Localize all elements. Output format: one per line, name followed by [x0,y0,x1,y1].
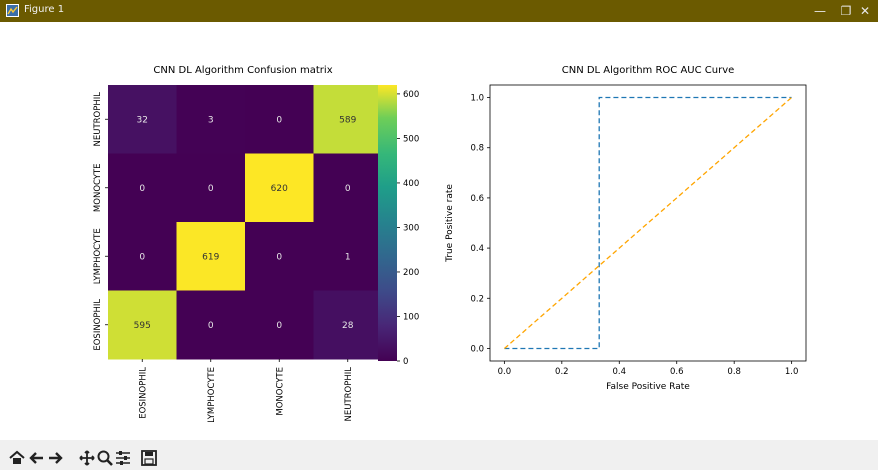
heatmap-y-tick-label: NEUTROPHIL [93,92,103,147]
zoom-icon[interactable] [96,449,114,467]
figure-canvas: CNN DL Algorithm Confusion matrix 32 3 0 58… [0,22,878,440]
forward-arrow-icon[interactable] [46,449,64,467]
colorbar-tick-label: 300 [403,223,419,233]
title-bar: Figure 1 — ❐ ✕ [0,0,878,22]
heatmap-y-tick-labels: NEUTROPHIL MONOCYTE LYMPHOCYTE EOSINOPHIL [93,92,108,351]
heatmap-cell [176,222,246,291]
heatmap-x-tick-label: MONOCYTE [275,367,285,416]
roc-y-axis-label: True Positive rate [445,184,455,263]
navigation-toolbar [0,447,878,470]
heatmap-cell [313,153,383,223]
roc-y-tick-label: 0.2 [470,294,484,304]
heatmap-cell [176,153,246,223]
heatmap-cell-label: 32 [137,115,148,125]
heatmap-x-tick-label: LYMPHOCYTE [207,367,217,423]
heatmap-cell [176,290,246,360]
pan-icon[interactable] [78,449,96,467]
roc-title: CNN DL Algorithm ROC AUC Curve [562,65,735,76]
colorbar-tick-label: 400 [403,179,419,189]
home-icon[interactable] [8,449,26,467]
roc-y-tick-label: 1.0 [470,94,484,104]
colorbar-tick-label: 100 [403,312,419,322]
heatmap-cell-label: 1 [345,252,351,262]
heatmap-cell [108,153,177,223]
heatmap-cell-label: 589 [339,115,356,125]
heatmap-x-tick-label: NEUTROPHIL [344,367,354,422]
heatmap-cell-label: 0 [276,321,282,331]
colorbar [378,85,397,361]
heatmap-cell [176,85,246,154]
window-title: Figure 1 [24,4,65,15]
roc-x-tick-label: 0.2 [555,367,569,377]
roc-series-line [504,96,792,350]
heatmap-cell [245,85,314,154]
colorbar-tick-label: 600 [403,90,419,100]
heatmap-x-tick-labels: EOSINOPHIL LYMPHOCYTE MONOCYTE NEUTROPHIL [138,359,354,423]
minimize-button[interactable]: — [814,4,826,18]
heatmap-cell-label: 0 [276,115,282,125]
roc-x-tick-label: 0.0 [498,367,512,377]
maximize-button[interactable]: ❐ [840,4,852,18]
confusion-matrix: CNN DL Algorithm Confusion matrix 32 3 0 58… [93,65,419,423]
close-button[interactable]: ✕ [859,4,871,18]
heatmap-y-tick-label: LYMPHOCYTE [93,228,103,284]
heatmap-cell-label: 0 [276,252,282,262]
colorbar-tick-label: 500 [403,134,419,144]
heatmap-cell-label: 0 [208,321,214,331]
colorbar-tick-label: 200 [403,268,419,278]
roc-x-tick-label: 0.4 [613,367,627,377]
heatmap-cells: 32 3 0 589 0 0 620 0 0 619 0 1 595 0 0 28 [108,85,383,360]
heatmap-cell [245,222,314,291]
roc-y-tick-label: 0.0 [470,344,484,354]
heatmap-y-tick-label: MONOCYTE [93,163,103,212]
heatmap-cell-label: 620 [271,184,288,194]
colorbar-tick-label: 0 [403,357,408,367]
roc-y-tick-label: 0.4 [470,244,484,254]
configure-subplots-icon[interactable] [114,449,132,467]
heatmap-cell-label: 0 [345,184,351,194]
roc-x-tick-label: 0.8 [727,367,741,377]
heatmap-cell [313,222,383,291]
matplotlib-icon [6,4,19,17]
heatmap-cell [313,85,383,154]
heatmap-cell [108,222,177,291]
heatmap-x-tick-label: EOSINOPHIL [138,367,148,419]
heatmap-cell [245,290,314,360]
heatmap-y-tick-label: EOSINOPHIL [93,299,103,351]
heatmap-cell-label: 595 [134,321,151,331]
heatmap-cell [245,153,314,223]
roc-x-tick-label: 1.0 [785,367,799,377]
heatmap-cell-label: 619 [202,252,219,262]
roc-x-ticks: 0.0 0.2 0.4 0.6 0.8 1.0 [498,361,799,377]
roc-y-ticks: 0.0 0.2 0.4 0.6 0.8 1.0 [470,94,490,354]
save-icon[interactable] [140,449,158,467]
roc-series [503,96,793,350]
roc-x-tick-label: 0.6 [670,367,684,377]
heatmap-cell [108,85,177,154]
roc-chart: CNN DL Algorithm ROC AUC Curve 0.0 0.2 0.4… [445,65,807,392]
confusion-matrix-title: CNN DL Algorithm Confusion matrix [153,65,332,76]
colorbar-ticks: 0 100 200 300 400 500 600 [397,90,419,367]
back-arrow-icon[interactable] [28,449,46,467]
heatmap-cell-label: 3 [208,115,214,125]
heatmap-cell-label: 0 [139,184,145,194]
heatmap-cell-label: 0 [139,252,145,262]
roc-y-tick-label: 0.6 [470,194,484,204]
roc-y-tick-label: 0.8 [470,144,484,154]
heatmap-cell [313,290,383,360]
roc-x-axis-label: False Positive Rate [606,382,690,392]
figure-svg: CNN DL Algorithm Confusion matrix 32 3 0 58… [93,65,807,423]
heatmap-cell-label: 0 [208,184,214,194]
heatmap-cell-label: 28 [342,321,354,331]
heatmap-cell [108,290,177,360]
